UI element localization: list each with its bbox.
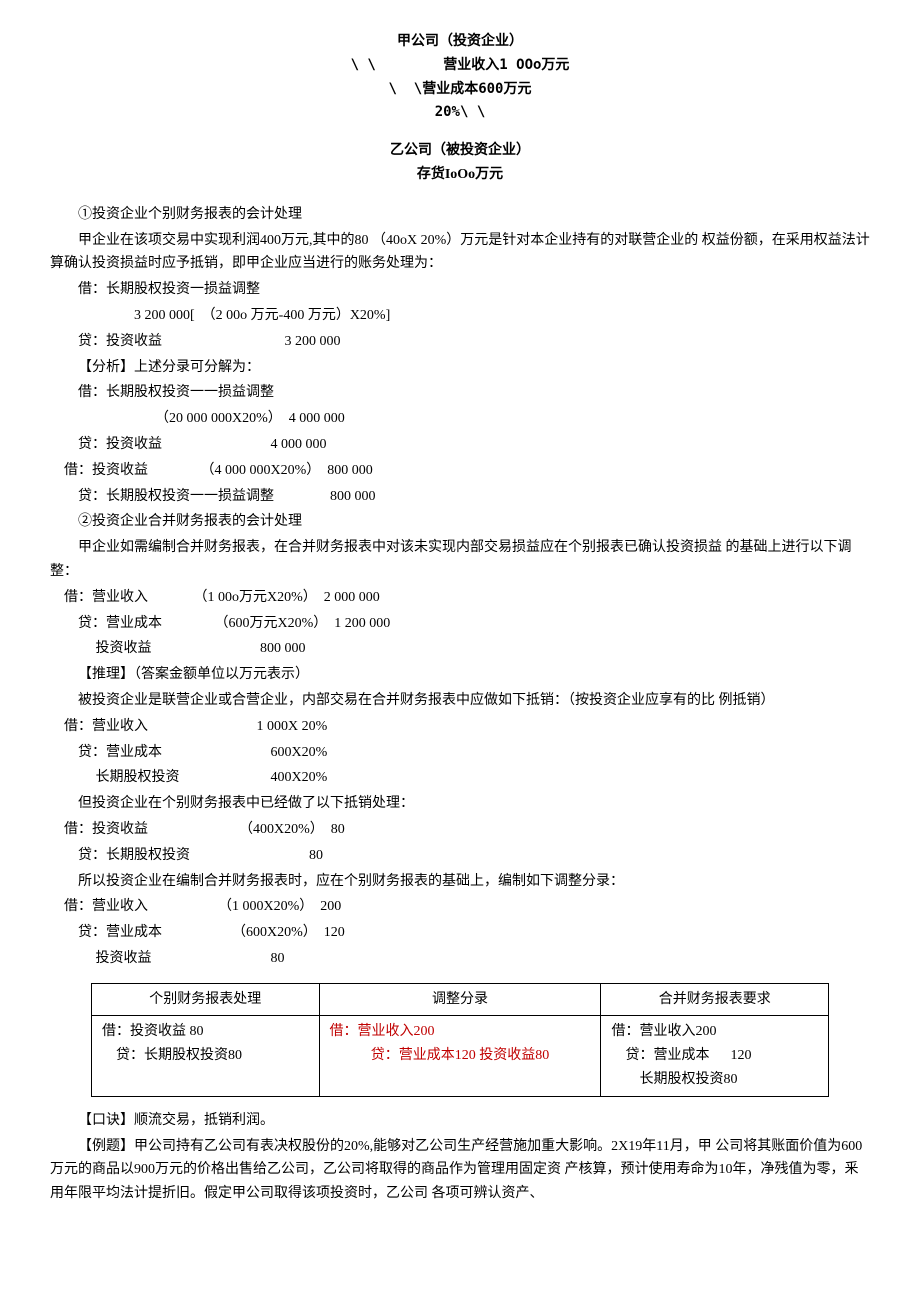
- entry-line: 贷：营业成本 （600X20%） 120: [50, 921, 870, 945]
- entry-line: 借：投资收益 （400X20%） 80: [50, 818, 870, 842]
- cell-line: 借：投资收益 80: [102, 1020, 309, 1044]
- entry-line: 借：长期股权投资一损益调整: [50, 278, 870, 302]
- comparison-table: 个别财务报表处理 调整分录 合并财务报表要求 借：投资收益 80 贷：长期股权投…: [91, 983, 829, 1097]
- diagram-line-2: \ \ 营业收入1 OOo万元: [50, 54, 870, 78]
- entry-line: 贷：营业成本 （600万元X20%） 1 200 000: [50, 612, 870, 636]
- cell-individual: 借：投资收益 80 贷：长期股权投资80: [92, 1016, 320, 1096]
- diagram-line-6: 存货IoOo万元: [50, 163, 870, 187]
- table-row: 借：投资收益 80 贷：长期股权投资80 借：营业收入200 贷：营业成本120…: [92, 1016, 829, 1096]
- section3-para2: 但投资企业在个别财务报表中已经做了以下抵销处理：: [50, 792, 870, 816]
- example-text: 【例题】甲公司持有乙公司有表决权股份的20%,能够对乙公司生产经营施加重大影响。…: [50, 1135, 870, 1206]
- diagram-line-3: \ \营业成本600万元: [50, 78, 870, 102]
- entry-line: （20 000 000X20%） 4 000 000: [50, 407, 870, 431]
- entry-line: 贷：长期股权投资一一损益调整 800 000: [50, 485, 870, 509]
- entry-line: 投资收益 800 000: [50, 637, 870, 661]
- tip-line: 【口诀】顺流交易，抵销利润。: [50, 1109, 870, 1133]
- table-header-row: 个别财务报表处理 调整分录 合并财务报表要求: [92, 983, 829, 1016]
- cell-line: 贷：营业成本120 投资收益80: [330, 1044, 591, 1068]
- col-header-1: 个别财务报表处理: [92, 983, 320, 1016]
- entry-line: 借：营业收入 （1 00o万元X20%） 2 000 000: [50, 586, 870, 610]
- section1-para1: 甲企业在该项交易中实现利润400万元,其中的80 （40oX 20%）万元是针对…: [50, 229, 870, 277]
- cell-line: 借：营业收入200: [611, 1020, 818, 1044]
- section2-heading: ②投资企业合并财务报表的会计处理: [50, 510, 870, 534]
- cell-adjustment: 借：营业收入200 贷：营业成本120 投资收益80: [319, 1016, 601, 1096]
- entry-line: 贷：投资收益 4 000 000: [50, 433, 870, 457]
- cell-line: 贷：长期股权投资80: [102, 1044, 309, 1068]
- entry-line: 借：投资收益 （4 000 000X20%） 800 000: [50, 459, 870, 483]
- entry-line: 贷：投资收益 3 200 000: [50, 330, 870, 354]
- entry-line: 借：营业收入 1 000X 20%: [50, 715, 870, 739]
- section2-para1: 甲企业如需编制合并财务报表，在合并财务报表中对该未实现内部交易损益应在个别报表已…: [50, 536, 870, 584]
- cell-line: 长期股权投资80: [611, 1068, 818, 1092]
- entry-line: 贷：营业成本 600X20%: [50, 741, 870, 765]
- entry-line: 贷：长期股权投资 80: [50, 844, 870, 868]
- entry-line: 借：长期股权投资一一损益调整: [50, 381, 870, 405]
- cell-line: 贷：营业成本 120: [611, 1044, 818, 1068]
- entry-line: 投资收益 80: [50, 947, 870, 971]
- section3-heading: 【推理】（答案金额单位以万元表示）: [50, 663, 870, 687]
- cell-line: 借：营业收入200: [330, 1020, 591, 1044]
- col-header-2: 调整分录: [319, 983, 601, 1016]
- entry-line: 长期股权投资 400X20%: [50, 766, 870, 790]
- cell-consolidated: 借：营业收入200 贷：营业成本 120 长期股权投资80: [601, 1016, 829, 1096]
- entry-line: 3 200 000[ （2 00o 万元-400 万元）X20%]: [50, 304, 870, 328]
- section1-heading: ①投资企业个别财务报表的会计处理: [50, 203, 870, 227]
- entry-line: 借：营业收入 （1 000X20%） 200: [50, 895, 870, 919]
- analysis-heading: 【分析】上述分录可分解为：: [50, 356, 870, 380]
- col-header-3: 合并财务报表要求: [601, 983, 829, 1016]
- section3-para3: 所以投资企业在编制合并财务报表时，应在个别财务报表的基础上，编制如下调整分录：: [50, 870, 870, 894]
- diagram-line-4: 20%\ \: [50, 101, 870, 125]
- diagram-title-2: 乙公司（被投资企业）: [50, 139, 870, 163]
- diagram-title-1: 甲公司（投资企业）: [50, 30, 870, 54]
- section3-para1: 被投资企业是联营企业或合营企业，内部交易在合并财务报表中应做如下抵销：（按投资企…: [50, 689, 870, 713]
